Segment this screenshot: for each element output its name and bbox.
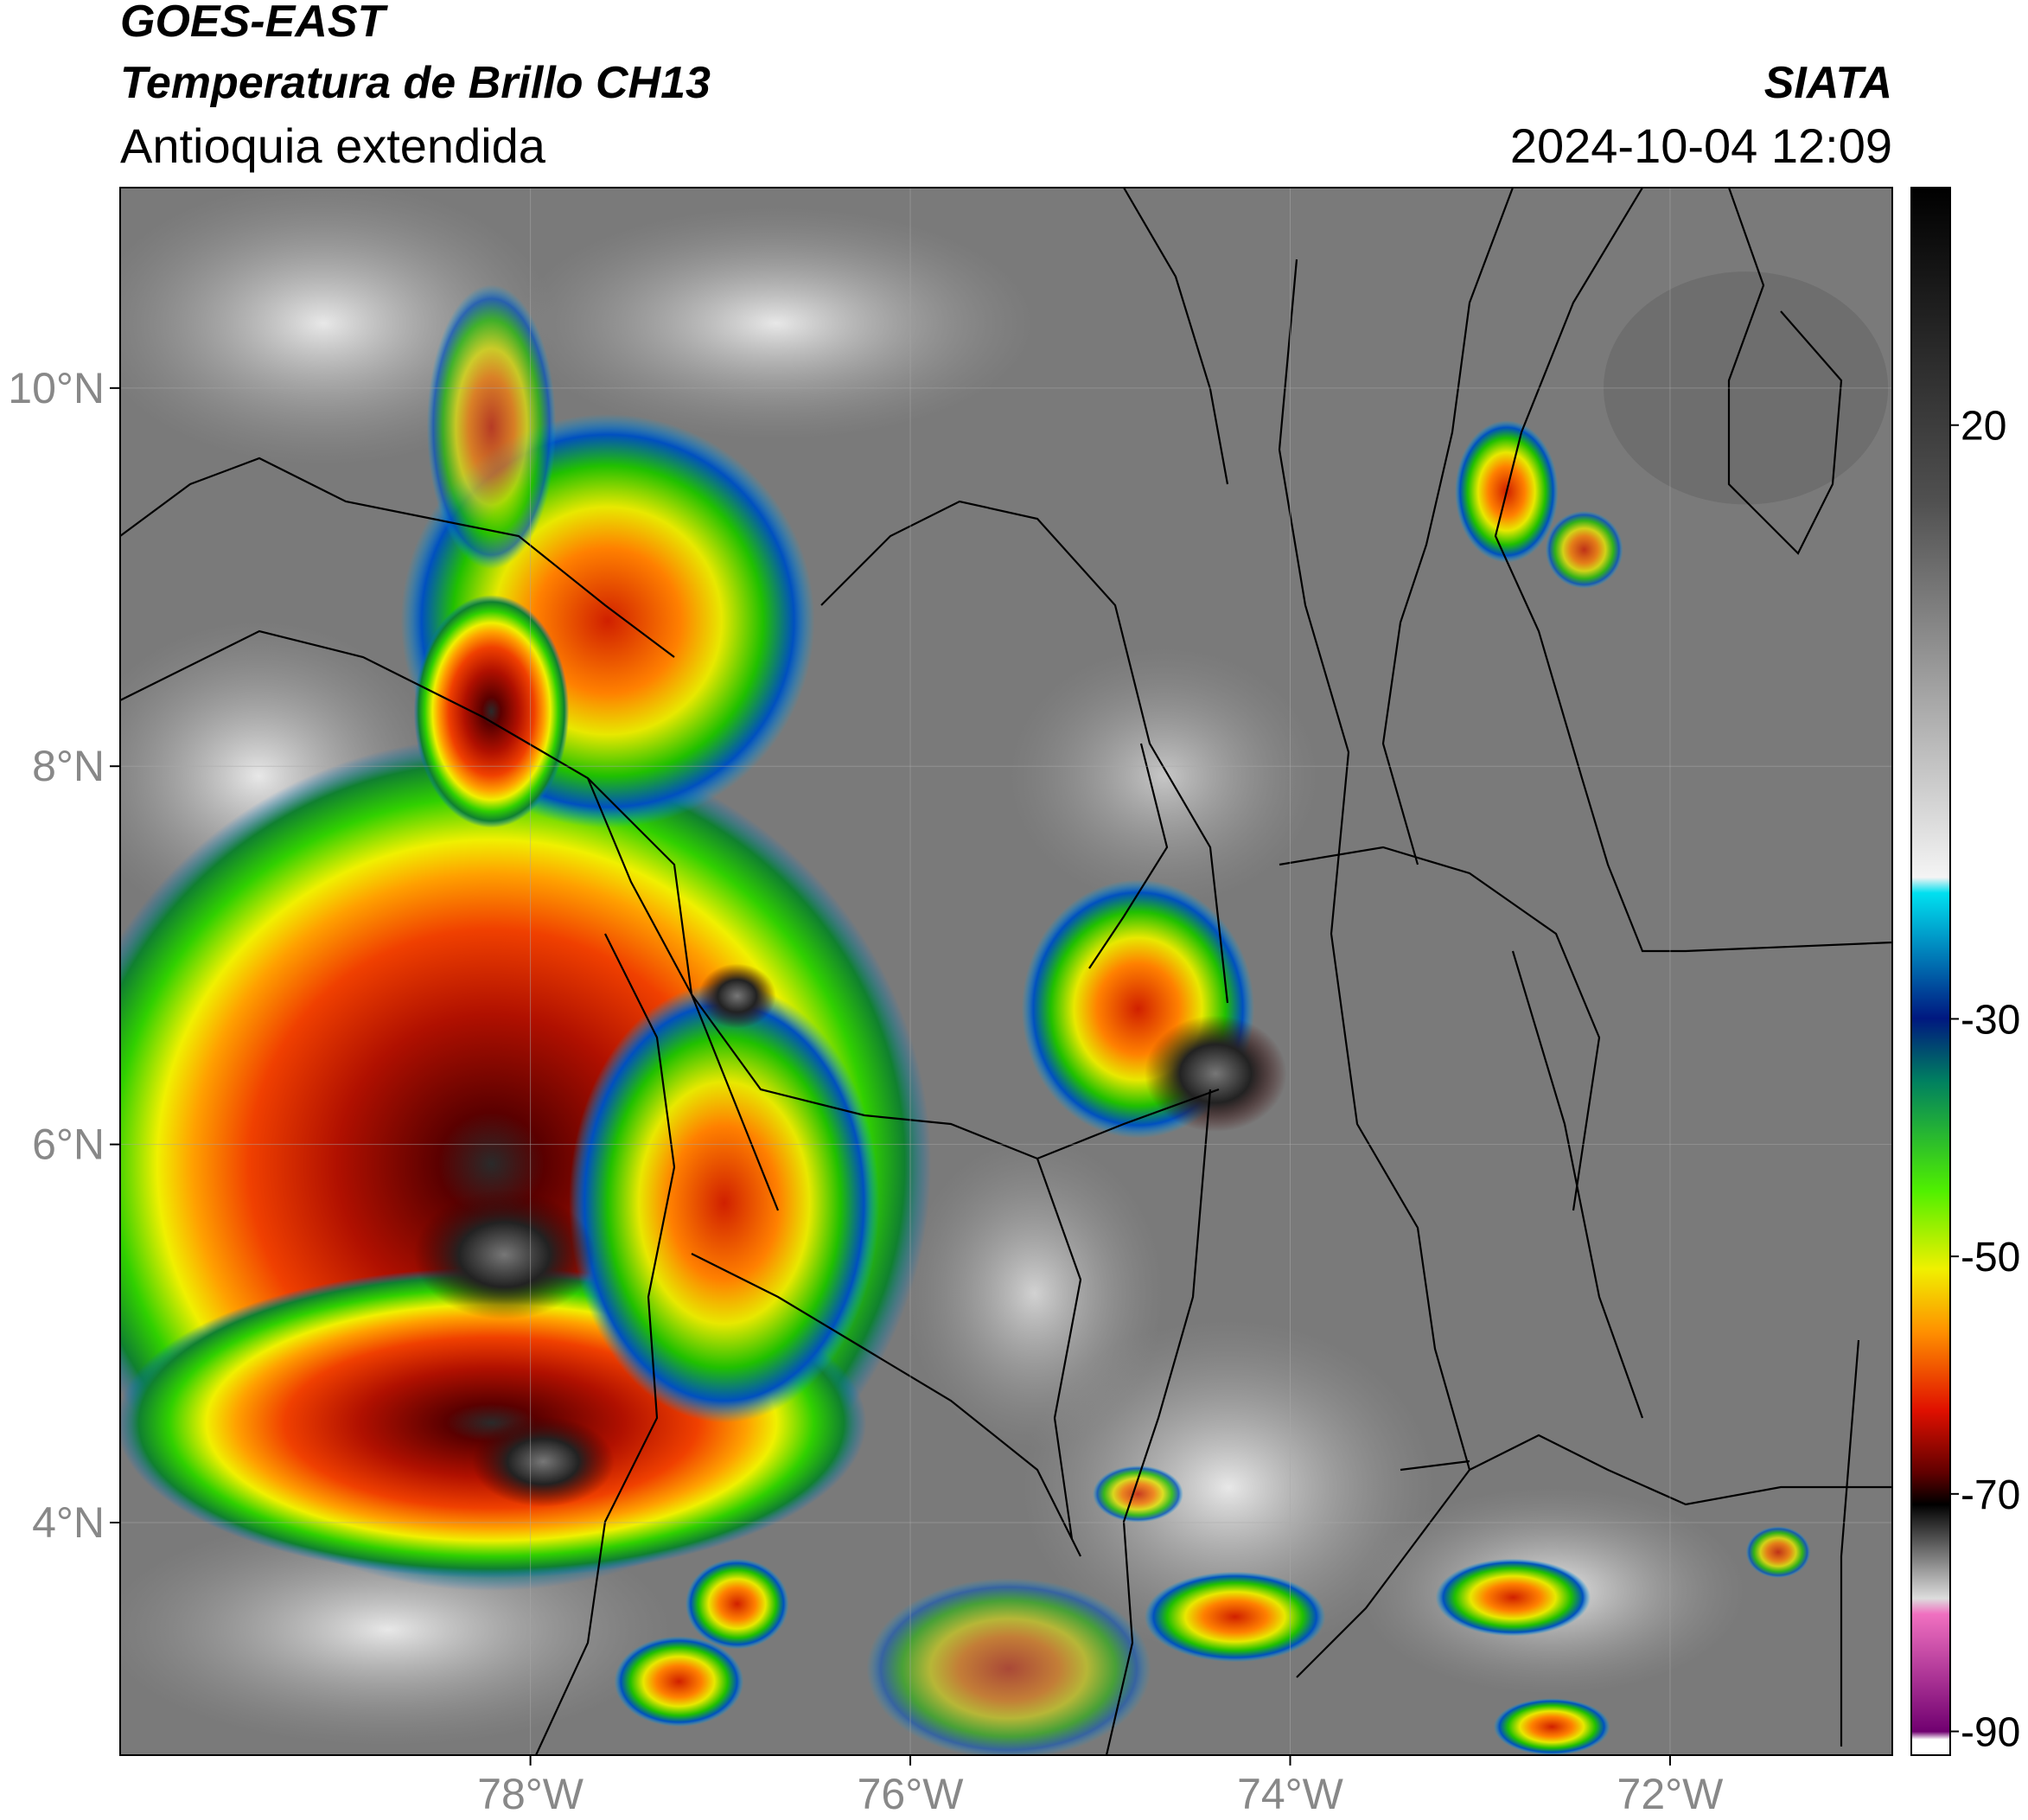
title: GOES-EAST (120, 0, 388, 47)
x-tick-label: 78°W (477, 1770, 584, 1816)
grid (120, 188, 1892, 1755)
y-tick-label: 8°N (32, 742, 105, 790)
colorbar-tick-label: -50 (1961, 1235, 2020, 1280)
colorbar (1910, 187, 1951, 1756)
y-tick-label: 10°N (8, 364, 105, 412)
colorbar-tick-label: 20 (1961, 404, 2006, 450)
x-tick-label: 76°W (858, 1770, 965, 1816)
y-tick-label: 4°N (32, 1498, 105, 1547)
colorbar-tick-label: -30 (1961, 997, 2020, 1043)
y-tick-label: 6°N (32, 1121, 105, 1169)
borders (120, 188, 1892, 1755)
region: Antioquia extendida (120, 118, 546, 173)
colorbar-tick-label: -70 (1961, 1472, 2020, 1518)
x-tick-label: 72°W (1617, 1770, 1725, 1816)
satellite-image (120, 188, 1892, 1755)
subtitle: Temperatura de Brillo CH13 (120, 58, 711, 108)
x-tick-label: 74°W (1237, 1770, 1344, 1816)
map-frame (119, 187, 1893, 1756)
colorbar-tick-label: -90 (1961, 1710, 2020, 1756)
source: SIATA (1764, 58, 1892, 108)
datetime: 2024-10-04 12:09 (1510, 118, 1892, 173)
